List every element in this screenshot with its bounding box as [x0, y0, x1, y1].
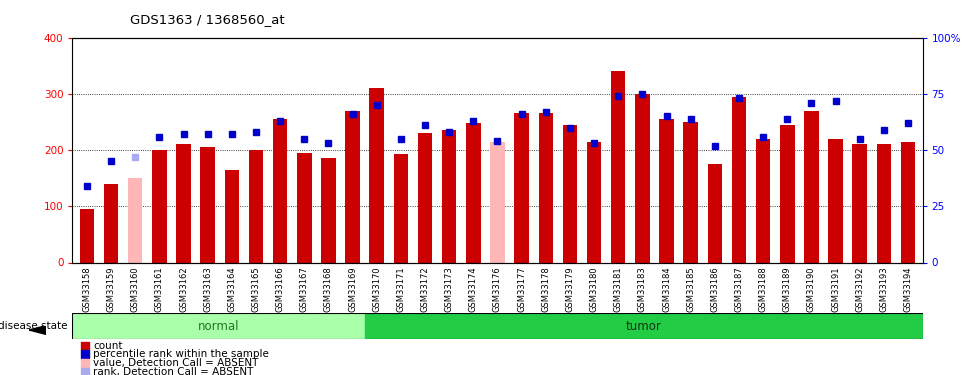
- Text: GSM33162: GSM33162: [179, 267, 188, 312]
- Bar: [636, 94, 650, 262]
- Text: GSM33168: GSM33168: [324, 267, 333, 312]
- Bar: [80, 209, 95, 262]
- Text: GSM33192: GSM33192: [855, 267, 865, 312]
- Bar: [829, 139, 843, 262]
- Bar: [128, 178, 143, 262]
- Text: GSM33171: GSM33171: [396, 267, 406, 312]
- Text: GSM33186: GSM33186: [710, 267, 720, 312]
- Bar: [394, 154, 409, 262]
- Bar: [515, 113, 529, 262]
- Text: GSM33176: GSM33176: [493, 267, 502, 312]
- Bar: [587, 142, 601, 262]
- Text: GSM33179: GSM33179: [565, 267, 575, 312]
- Text: GSM33190: GSM33190: [807, 267, 816, 312]
- Bar: [853, 144, 867, 262]
- Text: GSM33184: GSM33184: [662, 267, 671, 312]
- Text: tumor: tumor: [626, 320, 662, 333]
- Bar: [491, 142, 505, 262]
- Bar: [877, 144, 892, 262]
- Bar: [177, 144, 191, 262]
- Text: GSM33191: GSM33191: [831, 267, 840, 312]
- Text: disease state: disease state: [0, 321, 68, 331]
- Text: GSM33177: GSM33177: [517, 267, 526, 312]
- Bar: [805, 111, 819, 262]
- Bar: [273, 119, 288, 262]
- Bar: [563, 125, 578, 262]
- Bar: [298, 153, 312, 262]
- Text: GSM33194: GSM33194: [903, 267, 913, 312]
- Bar: [901, 142, 916, 262]
- Text: GSM33163: GSM33163: [203, 267, 213, 312]
- Bar: [418, 133, 433, 262]
- Text: GSM33187: GSM33187: [734, 267, 744, 312]
- Bar: [365, 313, 923, 339]
- Text: GSM33160: GSM33160: [130, 267, 140, 312]
- Text: GSM33178: GSM33178: [541, 267, 551, 312]
- Bar: [708, 164, 723, 262]
- Text: GSM33185: GSM33185: [686, 267, 696, 312]
- Bar: [611, 71, 626, 262]
- Bar: [756, 139, 771, 262]
- Bar: [732, 97, 747, 262]
- Bar: [321, 158, 336, 262]
- Text: GSM33167: GSM33167: [299, 267, 309, 312]
- Text: percentile rank within the sample: percentile rank within the sample: [94, 350, 270, 359]
- Bar: [781, 125, 795, 262]
- Bar: [153, 150, 167, 262]
- Text: GSM33188: GSM33188: [758, 267, 768, 312]
- Text: GSM33193: GSM33193: [879, 267, 889, 312]
- Bar: [660, 119, 674, 262]
- Bar: [467, 123, 481, 262]
- Polygon shape: [29, 326, 46, 334]
- Text: GSM33181: GSM33181: [613, 267, 623, 312]
- Text: rank, Detection Call = ABSENT: rank, Detection Call = ABSENT: [94, 367, 254, 375]
- Text: normal: normal: [198, 320, 240, 333]
- Bar: [201, 147, 215, 262]
- Text: GSM33170: GSM33170: [372, 267, 382, 312]
- Text: GDS1363 / 1368560_at: GDS1363 / 1368560_at: [130, 13, 285, 26]
- Text: GSM33166: GSM33166: [275, 267, 285, 312]
- Text: GSM33158: GSM33158: [82, 267, 92, 312]
- Text: GSM33173: GSM33173: [444, 267, 454, 312]
- Bar: [225, 170, 240, 262]
- Text: GSM33161: GSM33161: [155, 267, 164, 312]
- Text: GSM33164: GSM33164: [227, 267, 237, 312]
- Text: GSM33159: GSM33159: [106, 267, 116, 312]
- Text: count: count: [94, 341, 123, 351]
- Text: GSM33183: GSM33183: [638, 267, 647, 312]
- Bar: [539, 113, 554, 262]
- Bar: [684, 122, 698, 262]
- Text: GSM33189: GSM33189: [782, 267, 792, 312]
- Text: GSM33169: GSM33169: [348, 267, 357, 312]
- Bar: [346, 111, 360, 262]
- Text: GSM33172: GSM33172: [420, 267, 430, 312]
- Bar: [369, 88, 384, 262]
- Text: GSM33180: GSM33180: [589, 267, 599, 312]
- Text: GSM33174: GSM33174: [469, 267, 478, 312]
- Text: GSM33165: GSM33165: [251, 267, 261, 312]
- Bar: [249, 150, 263, 262]
- Text: value, Detection Call = ABSENT: value, Detection Call = ABSENT: [94, 358, 259, 368]
- Bar: [442, 130, 457, 262]
- Bar: [104, 184, 119, 262]
- Bar: [72, 313, 365, 339]
